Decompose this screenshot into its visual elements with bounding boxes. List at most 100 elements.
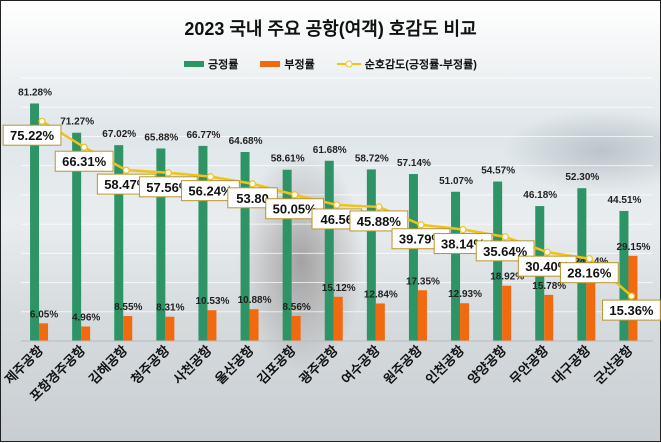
data-label-positive: 65.88% xyxy=(144,132,178,143)
bar-negative xyxy=(39,323,49,341)
bar-negative xyxy=(165,316,175,341)
category-label: 광주공항 xyxy=(296,342,340,386)
chart-title: 2023 국내 주요 공항(여객) 호감도 비교 xyxy=(184,19,477,39)
bar-positive xyxy=(30,103,40,341)
data-label-positive: 66.77% xyxy=(186,130,220,141)
category-label: 원주공항 xyxy=(381,342,425,386)
bar-negative xyxy=(123,316,133,341)
data-label-negative: 15.12% xyxy=(322,283,356,294)
data-label-negative: 6.05% xyxy=(30,309,58,320)
category-label: 여수공항 xyxy=(339,342,383,386)
category-label: 양양공항 xyxy=(465,342,509,386)
net-label-box xyxy=(349,210,409,232)
data-label-positive: 46.18% xyxy=(523,190,557,201)
data-label-net: 35.64% xyxy=(483,244,528,259)
data-label-positive: 58.72% xyxy=(355,153,389,164)
category-label: 김포공항 xyxy=(254,342,298,386)
data-label-negative: 12.84% xyxy=(364,289,398,300)
data-label-net: 15.36% xyxy=(609,303,654,318)
data-label-negative: 8.55% xyxy=(114,302,142,313)
bar-negative xyxy=(460,303,470,341)
legend-net: 순호감도(긍정률-부정률) xyxy=(336,56,477,72)
net-point xyxy=(38,117,46,125)
data-label-negative: 18.92% xyxy=(490,272,524,283)
data-label-net: 53.80 xyxy=(236,191,269,206)
net-point xyxy=(459,225,467,234)
legend-positive: 긍정률 xyxy=(184,56,238,72)
data-label-positive: 44.51% xyxy=(607,195,641,206)
bar-positive xyxy=(366,169,376,341)
data-label-net: 66.31% xyxy=(62,154,107,169)
net-point xyxy=(375,203,383,211)
data-label-negative: 17.35% xyxy=(406,276,440,287)
legend-label: 부정률 xyxy=(284,59,315,71)
bar-negative xyxy=(375,303,385,341)
bar-negative xyxy=(333,296,343,341)
data-label-net: 39.79% xyxy=(399,232,444,247)
bar-positive xyxy=(156,148,166,341)
data-label-negative: 10.88% xyxy=(238,295,272,306)
data-label-positive: 58.61% xyxy=(271,154,305,165)
net-label-box xyxy=(602,299,661,321)
bar-positive xyxy=(72,132,82,341)
net-point xyxy=(248,180,257,188)
data-label-negative: 4.96% xyxy=(72,313,100,324)
bar-negative xyxy=(544,294,554,341)
legend-label: 순호감도(긍정률-부정률) xyxy=(364,59,477,71)
bar-positive xyxy=(282,169,292,341)
bar-positive xyxy=(114,145,124,341)
data-label-negative: 29.15% xyxy=(616,242,650,253)
bar-positive xyxy=(619,210,629,341)
net-point xyxy=(585,255,593,263)
bar-positive xyxy=(451,191,461,341)
bar-positive xyxy=(324,160,334,341)
legend-negative: 부정률 xyxy=(260,56,315,72)
net-point xyxy=(501,233,509,241)
net-label-box xyxy=(54,150,114,172)
category-label: 인천공항 xyxy=(423,342,467,386)
bar-negative xyxy=(291,315,301,341)
net-point xyxy=(627,292,636,300)
bar-negative xyxy=(81,326,91,341)
net-point xyxy=(291,191,299,199)
data-label-negative: 15.78% xyxy=(532,281,566,292)
net-point xyxy=(417,221,425,229)
data-label-net: 38.14% xyxy=(441,237,486,252)
net-point xyxy=(164,169,172,177)
legend: 긍정률 부정률 순호감도(긍정률-부정률) xyxy=(1,56,660,72)
data-label-positive: 64.68% xyxy=(229,136,263,147)
bar-negative xyxy=(249,309,259,341)
net-label-box xyxy=(559,262,619,284)
data-label-net: 57.56% xyxy=(146,180,191,195)
data-label-negative: 12.93% xyxy=(448,289,482,300)
data-label-net: 28.16% xyxy=(567,266,612,281)
category-label: 울산공항 xyxy=(212,342,256,386)
data-label-positive: 51.07% xyxy=(439,176,473,187)
data-label-positive: 67.02% xyxy=(102,129,136,140)
data-label-net: 75.22% xyxy=(10,128,55,143)
data-label-negative: 10.53% xyxy=(195,296,229,307)
net-point xyxy=(543,248,551,256)
data-label-net: 45.88% xyxy=(357,214,402,229)
net-point xyxy=(333,201,341,209)
data-label-positive: 61.68% xyxy=(313,145,347,156)
net-point xyxy=(80,143,88,151)
data-label-net: 56.24% xyxy=(188,184,233,199)
data-label-positive: 81.28% xyxy=(18,87,52,98)
legend-label: 긍정률 xyxy=(208,59,239,71)
data-label-positive: 52.30% xyxy=(565,172,599,183)
bar-negative xyxy=(586,270,596,341)
data-label-positive: 54.57% xyxy=(481,166,515,177)
net-point xyxy=(206,173,215,181)
data-label-positive: 57.14% xyxy=(397,158,431,169)
bar-positive xyxy=(240,151,250,341)
data-label-negative: 8.56% xyxy=(282,302,310,313)
data-label-net: 46.56 xyxy=(320,212,353,227)
data-label-net: 50.05% xyxy=(273,202,318,217)
category-label: 군산공항 xyxy=(591,342,635,386)
net-point xyxy=(122,166,130,174)
legend-swatch-net xyxy=(336,60,361,68)
data-label-positive: 71.27% xyxy=(60,117,94,128)
